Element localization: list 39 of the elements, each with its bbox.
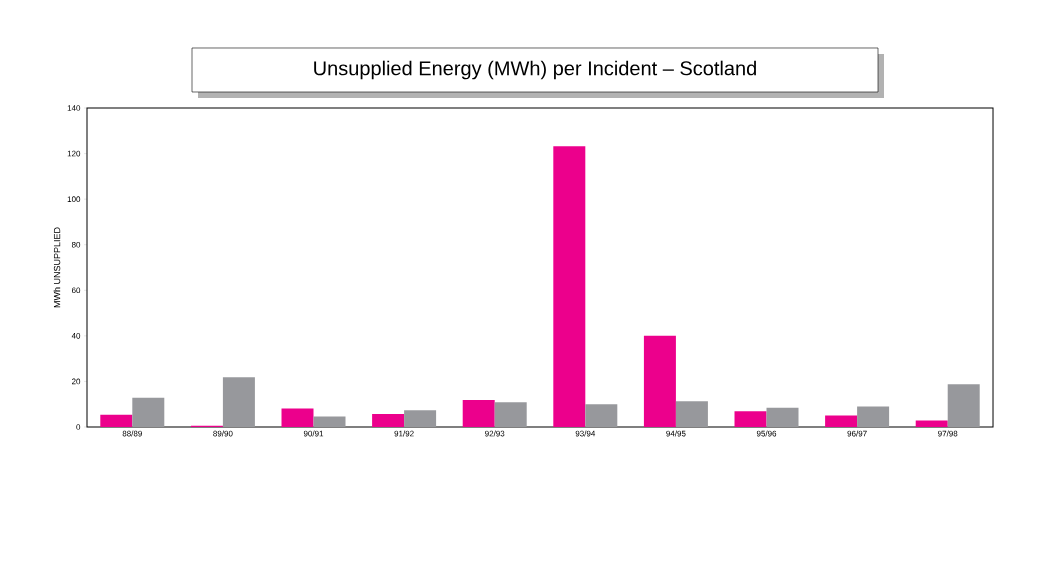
x-tick-label: 93/94 — [575, 430, 596, 437]
y-axis-title: MWh UNSUPPLIED — [53, 227, 61, 308]
y-tick-label: 0 — [76, 424, 81, 430]
bar — [915, 420, 948, 427]
y-tick-label: 140 — [67, 105, 81, 111]
bar — [857, 406, 890, 427]
x-tick-label: 89/90 — [213, 430, 233, 437]
y-tick-label: 60 — [71, 287, 81, 294]
bar — [222, 377, 255, 427]
y-tick-label: 100 — [67, 196, 81, 202]
x-tick-label: 97/98 — [938, 430, 958, 437]
bar — [675, 401, 708, 427]
bar — [372, 414, 405, 427]
bar — [643, 335, 676, 427]
bar — [494, 402, 527, 427]
x-tick-label: 94/95 — [666, 430, 686, 437]
x-tick-label: 96/97 — [847, 430, 867, 437]
bar — [462, 400, 495, 427]
bar — [132, 397, 165, 427]
bar — [553, 146, 586, 427]
y-tick-label: 40 — [71, 333, 81, 339]
x-tick-label: 92/93 — [485, 430, 505, 437]
bar — [100, 414, 133, 427]
bar — [825, 415, 858, 427]
x-tick-label: 91/92 — [394, 430, 414, 437]
y-tick-label: 80 — [71, 241, 81, 248]
bar — [281, 408, 314, 427]
bar — [313, 416, 346, 427]
x-tick-label: 90/91 — [303, 430, 324, 437]
bar — [734, 411, 767, 427]
bar — [766, 407, 799, 427]
x-tick-label: 88/89 — [122, 430, 142, 437]
x-tick-label: 95/96 — [756, 430, 777, 437]
y-tick-label: 20 — [71, 378, 81, 385]
y-tick-label: 120 — [67, 150, 81, 157]
bar — [404, 410, 437, 427]
chart-title: Unsupplied Energy (MWh) per Incident – Scotland — [314, 60, 756, 80]
bar — [585, 404, 618, 427]
bar — [947, 384, 980, 427]
